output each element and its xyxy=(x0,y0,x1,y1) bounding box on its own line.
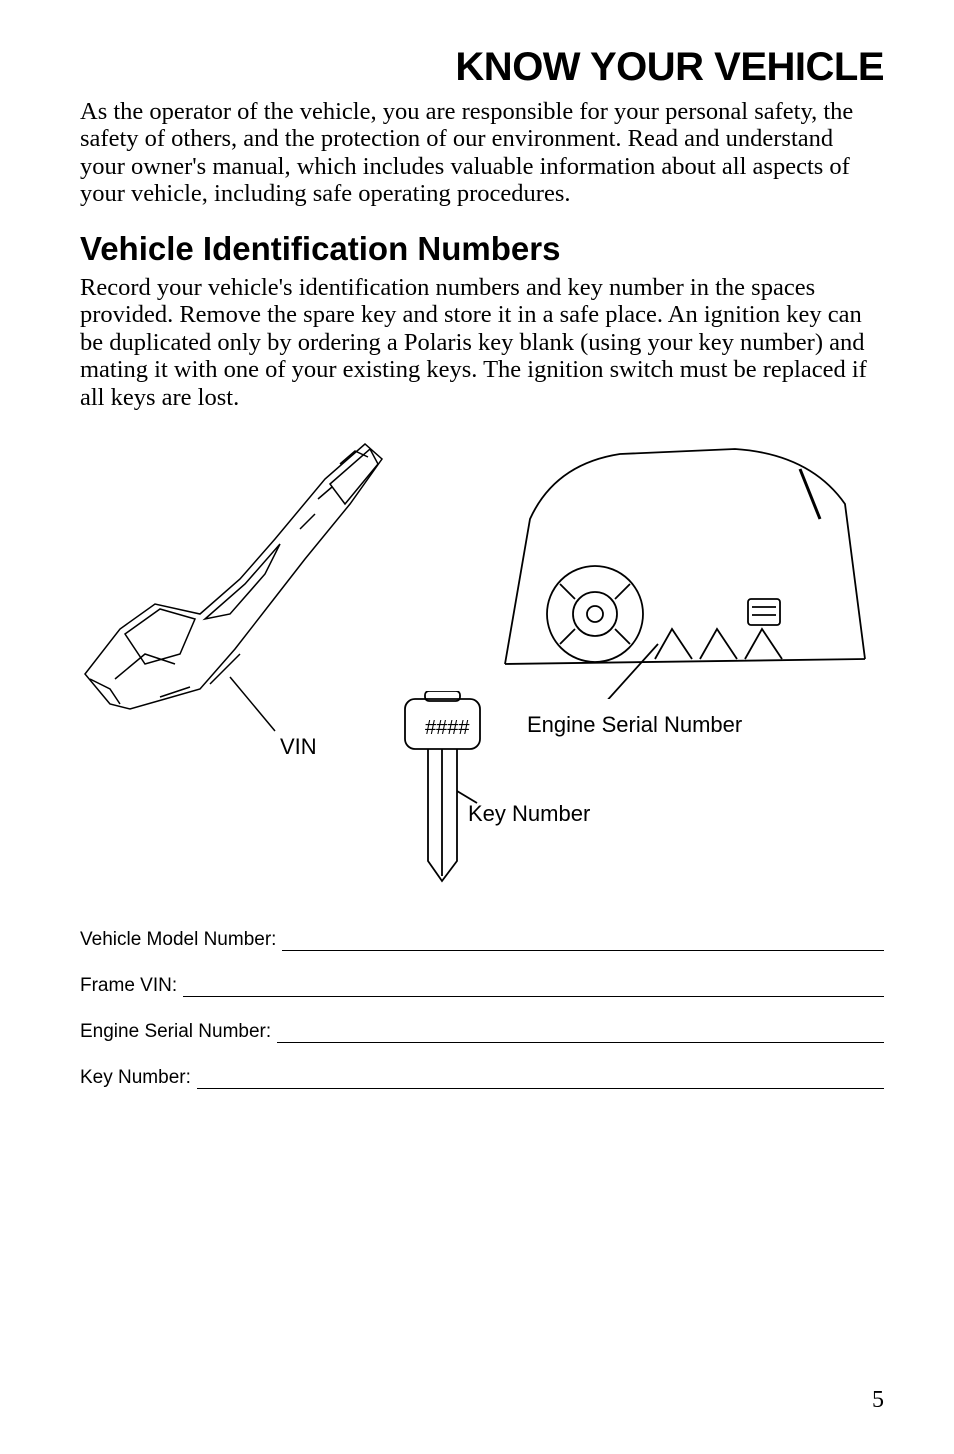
section-heading: Vehicle Identification Numbers xyxy=(80,230,884,268)
page-title: KNOW YOUR VEHICLE xyxy=(80,45,884,90)
key-number-label: Key Number xyxy=(468,801,590,827)
form-line-engine-serial[interactable] xyxy=(277,1024,884,1043)
form-row-engine-serial: Engine Serial Number: xyxy=(80,1021,884,1043)
section-body: Record your vehicle's identification num… xyxy=(80,274,884,411)
intro-paragraph: As the operator of the vehicle, you are … xyxy=(80,98,884,208)
form-line-key-number[interactable] xyxy=(197,1070,884,1089)
form-label-engine-serial: Engine Serial Number: xyxy=(80,1021,271,1043)
form-label-model-number: Vehicle Model Number: xyxy=(80,929,276,951)
vin-label: VIN xyxy=(280,734,317,760)
form-row-frame-vin: Frame VIN: xyxy=(80,975,884,997)
form-row-model-number: Vehicle Model Number: xyxy=(80,929,884,951)
form-line-model-number[interactable] xyxy=(282,932,884,951)
form-label-key-number: Key Number: xyxy=(80,1067,191,1089)
form-line-frame-vin[interactable] xyxy=(183,978,884,997)
frame-vin-illustration xyxy=(70,429,400,749)
engine-serial-label: Engine Serial Number xyxy=(527,712,742,738)
form-row-key-number: Key Number: xyxy=(80,1067,884,1089)
engine-illustration xyxy=(500,439,870,699)
key-hash-label: #### xyxy=(425,717,470,740)
form-label-frame-vin: Frame VIN: xyxy=(80,975,177,997)
diagram-area: VIN #### Engine Serial Number Key Number xyxy=(80,429,884,899)
form-section: Vehicle Model Number: Frame VIN: Engine … xyxy=(80,929,884,1089)
page-number: 5 xyxy=(872,1387,884,1414)
